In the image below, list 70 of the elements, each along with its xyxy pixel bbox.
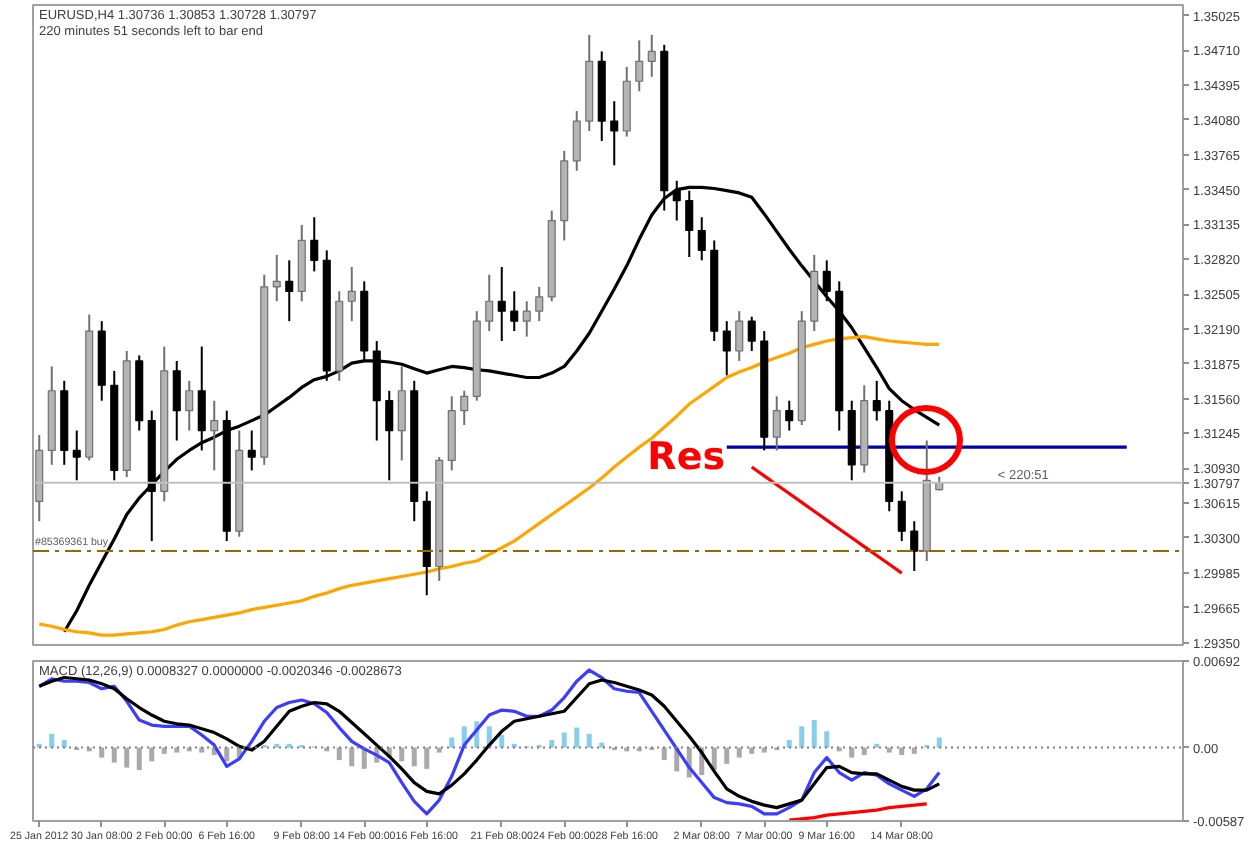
bar bbox=[561, 732, 567, 748]
candlestick bbox=[510, 290, 519, 333]
bar bbox=[136, 747, 142, 771]
candlestick bbox=[247, 429, 256, 472]
candlestick bbox=[897, 490, 906, 543]
line-series bbox=[750, 465, 904, 575]
bar bbox=[411, 747, 417, 767]
candlestick bbox=[497, 265, 506, 343]
candlestick bbox=[385, 389, 394, 482]
candlestick bbox=[610, 100, 619, 167]
bar bbox=[149, 747, 155, 762]
bar bbox=[111, 747, 117, 763]
candlestick bbox=[772, 395, 781, 452]
line-series bbox=[787, 802, 929, 821]
bar bbox=[549, 740, 555, 748]
bar bbox=[499, 735, 505, 748]
bar bbox=[786, 740, 792, 748]
candlestick bbox=[785, 399, 794, 432]
bar bbox=[749, 747, 755, 754]
candlestick bbox=[210, 399, 219, 472]
bar bbox=[49, 733, 55, 748]
bar bbox=[124, 747, 130, 768]
annotation: Res bbox=[647, 434, 726, 479]
bar bbox=[574, 727, 580, 748]
bar bbox=[824, 731, 830, 748]
bar bbox=[336, 747, 342, 761]
candlestick bbox=[647, 33, 656, 78]
candlestick bbox=[735, 310, 744, 362]
candlestick bbox=[285, 259, 294, 323]
bar bbox=[599, 742, 605, 748]
bar bbox=[761, 747, 767, 753]
bar bbox=[449, 737, 455, 748]
bar bbox=[886, 747, 892, 753]
bar bbox=[736, 747, 742, 758]
candlestick bbox=[747, 315, 756, 352]
bar bbox=[61, 740, 67, 748]
candlestick bbox=[872, 379, 881, 422]
bar bbox=[586, 733, 592, 748]
candlestick bbox=[172, 359, 181, 442]
candlestick bbox=[535, 285, 544, 323]
candlestick bbox=[347, 265, 356, 323]
candlestick bbox=[460, 389, 469, 427]
candlestick bbox=[522, 300, 531, 338]
candlestick bbox=[197, 345, 206, 452]
bar bbox=[849, 747, 855, 758]
candlestick bbox=[397, 365, 406, 462]
bar bbox=[724, 747, 730, 764]
candlestick bbox=[822, 259, 831, 303]
candlestick bbox=[572, 110, 581, 172]
bar bbox=[799, 726, 805, 748]
candlestick bbox=[310, 216, 319, 273]
bar bbox=[436, 747, 442, 753]
candlestick bbox=[697, 216, 706, 262]
candlestick bbox=[72, 429, 81, 482]
bar bbox=[99, 747, 105, 758]
bar bbox=[349, 747, 355, 767]
bar bbox=[936, 737, 942, 748]
bar bbox=[811, 720, 817, 748]
bar bbox=[174, 747, 180, 753]
bar bbox=[661, 747, 667, 761]
bar bbox=[424, 747, 430, 769]
bar bbox=[199, 747, 205, 753]
candlestick bbox=[485, 273, 494, 333]
candlestick bbox=[722, 320, 731, 377]
bar bbox=[399, 747, 405, 762]
candlestick bbox=[272, 253, 281, 303]
candlestick bbox=[910, 520, 919, 572]
candlestick bbox=[185, 379, 194, 432]
line-series bbox=[37, 335, 941, 637]
candlestick bbox=[635, 39, 644, 93]
